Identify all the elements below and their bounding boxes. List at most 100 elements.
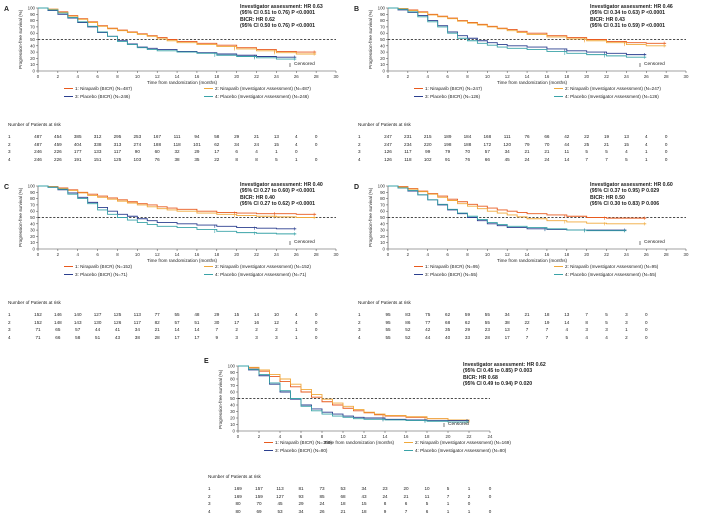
panel-letter: A [4, 6, 10, 13]
risk-value: 20 [403, 486, 409, 491]
y-tick-label: 0 [383, 247, 386, 252]
risk-row: 3 71 65 57 44 41 34 21 14 14 7 2 2 2 1 0 [8, 327, 348, 333]
legend-item: 2: Niraparib (Investigator Assessment) (… [554, 86, 661, 91]
x-tick-label: 26 [294, 74, 299, 79]
risk-value: 2 [467, 493, 471, 499]
x-tick-label: 30 [684, 252, 689, 257]
y-tick-label: 40 [30, 221, 35, 226]
y-tick-label: 60 [30, 209, 35, 214]
risk-value: 226 [54, 149, 62, 154]
x-tick-label: 26 [644, 74, 649, 79]
risk-value: 5 [275, 156, 278, 162]
risk-value: 8 [585, 319, 588, 325]
risk-value: 246 [34, 149, 42, 154]
y-tick-label: 0 [233, 429, 236, 434]
risk-value: 5 [625, 156, 628, 162]
risk-value: 117 [133, 319, 141, 325]
risk-row: 4 126 118 102 91 76 66 45 24 24 14 7 7 5 1 0 [358, 157, 698, 163]
risk-value: 7 [585, 312, 588, 317]
risk-value: 90 [134, 149, 140, 154]
risk-value: 4 [255, 149, 258, 154]
risk-value: 0 [314, 319, 318, 325]
risk-table: Number of Patients at risk 1 247 231 215 189 1… [358, 122, 698, 167]
legend-swatch [404, 450, 413, 451]
x-tick-label: 18 [425, 434, 430, 439]
legend-item: 2: Niraparib (Investigator Assessment) (… [554, 264, 658, 269]
risk-value: 274 [133, 141, 142, 147]
risk-value: 60 [154, 149, 160, 154]
legend-item: 4: Placebo (Investigator Assessment) (N=… [404, 448, 506, 453]
risk-value: 4 [565, 327, 569, 332]
risk-value: 52 [405, 334, 411, 340]
risk-table-title: Number of Patients at risk [8, 300, 61, 305]
y-tick-label: 0 [33, 247, 36, 252]
risk-value: 1 [467, 486, 471, 491]
risk-value: 11 [564, 149, 570, 154]
series-line-3 [38, 185, 297, 230]
risk-value: 55 [385, 334, 391, 340]
legend-swatch [414, 96, 423, 97]
x-tick-label: 12 [362, 434, 367, 439]
y-tick-label: 20 [380, 56, 385, 61]
risk-value: 34 [298, 508, 304, 514]
risk-value: 5 [585, 149, 588, 154]
risk-value: 68 [445, 319, 451, 325]
risk-value: 55 [484, 312, 490, 317]
risk-value: 177 [73, 149, 82, 154]
risk-value: 5 [565, 334, 569, 340]
legend: 1: Niraparib (BICR) (N=247) 2: Niraparib … [414, 86, 694, 106]
risk-value: 62 [214, 141, 220, 147]
x-tick-label: 24 [274, 74, 279, 79]
y-tick-label: 0 [383, 69, 386, 74]
risk-value: 6 [404, 501, 408, 506]
y-tick-label: 70 [30, 24, 35, 29]
risk-value: 487 [34, 141, 42, 147]
risk-value: 454 [54, 134, 62, 139]
x-tick-label: 14 [525, 252, 530, 257]
risk-table-title: Number of Patients at risk [8, 122, 61, 127]
risk-value: 94 [194, 134, 200, 139]
x-tick-label: 28 [314, 252, 319, 257]
risk-value: 22 [214, 156, 220, 162]
x-tick-label: 10 [485, 252, 490, 257]
risk-value: 77 [425, 319, 431, 325]
risk-value: 1 [294, 156, 298, 162]
hr-annotation: Investigator assessment: HR 0.63 (95% CI … [240, 4, 323, 30]
risk-value: 4 [294, 141, 298, 147]
risk-value: 66 [544, 134, 550, 139]
series-line-3 [388, 7, 647, 56]
risk-value: 42 [425, 327, 431, 332]
risk-value: 69 [256, 508, 262, 514]
censored-label: Censored [644, 240, 665, 245]
risk-value: 152 [34, 319, 42, 325]
risk-value: 21 [603, 141, 610, 147]
y-tick-label: 80 [380, 18, 385, 23]
annotation-line: (95% CI 0.30 to 0.83) P 0.006 [590, 201, 660, 208]
y-tick-label: 80 [30, 18, 35, 23]
legend-swatch [554, 96, 563, 97]
risk-value: 77 [154, 312, 160, 317]
y-tick-label: 30 [230, 409, 235, 414]
risk-value: 43 [361, 493, 367, 499]
risk-value: 198 [443, 141, 452, 147]
risk-value: 21 [524, 149, 530, 154]
risk-row-id: 2 [8, 141, 11, 147]
risk-value: 101 [193, 141, 201, 147]
risk-value: 17 [234, 319, 240, 325]
risk-value: 0 [664, 134, 668, 139]
risk-value: 95 [385, 312, 391, 317]
series-line-1 [38, 7, 317, 53]
x-tick-label: 10 [341, 434, 346, 439]
risk-row: 2 169 159 127 93 85 68 43 24 21 11 7 2 0 [208, 494, 548, 500]
risk-value: 62 [464, 319, 471, 325]
risk-value: 111 [503, 134, 511, 139]
annotation-line: (95% CI 0.31 to 0.59) P <0.0001 [590, 23, 666, 30]
risk-value: 0 [664, 156, 668, 162]
risk-row: 4 246 226 191 151 125 103 76 38 35 22 8 8 5 1 0 [8, 157, 348, 163]
risk-value: 487 [34, 134, 42, 139]
censored-label: Censored [644, 62, 665, 67]
risk-value: 113 [276, 486, 284, 491]
risk-value: 33 [464, 334, 471, 340]
risk-value: 117 [113, 149, 122, 154]
